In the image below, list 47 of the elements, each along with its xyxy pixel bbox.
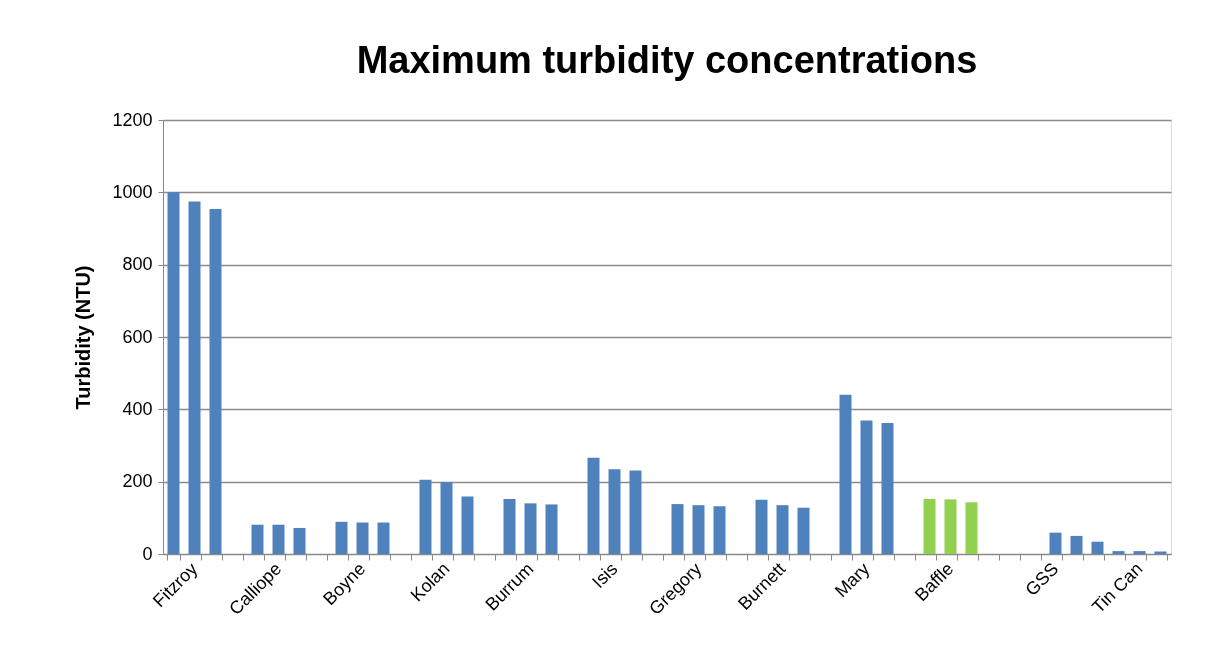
bar [755,499,768,554]
bar [860,420,873,554]
bar [1091,541,1104,554]
bar [209,208,222,554]
y-tick-label: 400 [122,398,153,419]
bar [587,457,600,554]
bar [1154,551,1167,554]
x-tick-label: Tin Can [1088,558,1147,617]
bar [251,524,264,554]
bar [419,479,432,554]
bar [1112,551,1125,554]
bar [335,521,348,554]
bar [377,522,390,554]
y-tick-label: 1000 [112,181,153,202]
y-tick-label: 200 [122,471,153,492]
bar [1070,535,1083,554]
bar [503,499,516,554]
y-tick-label: 800 [122,254,153,275]
bar [1133,551,1146,554]
bar [881,423,894,554]
bar [713,506,726,554]
bar [272,524,285,554]
bar [671,504,684,554]
bar [776,505,789,554]
x-tick-label: Isis [588,558,622,592]
y-tick-label: 0 [142,543,153,564]
bar [188,201,201,554]
bar [440,482,453,554]
bar [461,496,474,554]
bar [545,504,558,554]
y-tick-label: 600 [122,326,153,347]
chart-title: Maximum turbidity concentrations [356,39,978,81]
bar [944,499,957,554]
bar [692,505,705,554]
y-axis-title: Turbidity (NTU) [72,265,95,410]
bar [293,527,306,554]
bar [356,522,369,554]
bar [629,470,642,554]
bar [965,502,978,554]
bar [1049,532,1062,554]
bar [524,503,537,554]
bar [797,507,810,554]
bar [167,192,180,554]
bar [608,469,621,554]
bar [839,394,852,554]
bar [923,499,936,554]
y-tick-label: 1200 [112,109,153,130]
